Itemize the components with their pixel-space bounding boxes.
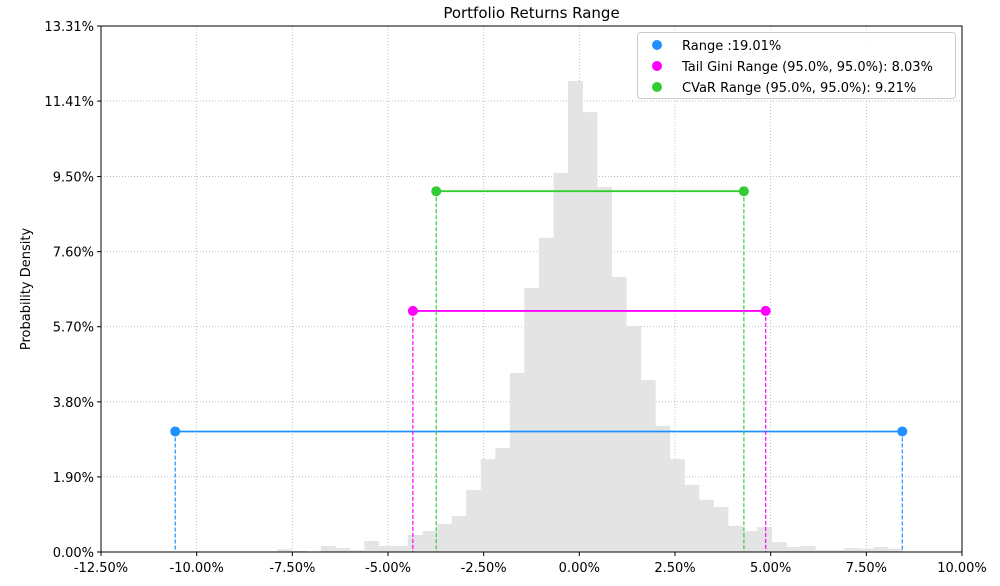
- histogram-bar: [786, 546, 802, 552]
- x-tick-label: 0.00%: [559, 561, 600, 576]
- x-tick-label: -12.50%: [74, 561, 128, 576]
- histogram-bar: [728, 525, 743, 552]
- y-axis-label: Probability Density: [19, 228, 34, 351]
- y-tick-label: 9.50%: [53, 171, 94, 186]
- x-tick-label: 5.00%: [750, 561, 791, 576]
- histogram-bar: [771, 542, 787, 552]
- y-tick-label: 13.31%: [44, 20, 94, 35]
- chart-title: Portfolio Returns Range: [443, 4, 619, 22]
- x-tick-label: -2.50%: [461, 561, 507, 576]
- range-endpoint: [897, 426, 908, 437]
- histogram-bar: [888, 548, 903, 552]
- histogram-bar: [684, 484, 700, 552]
- histogram-bar: [320, 546, 336, 552]
- histogram-bar: [349, 550, 365, 552]
- legend: Range :19.01% Tail Gini Range (95.0%, 95.…: [637, 32, 956, 99]
- histogram-bar: [378, 546, 394, 552]
- legend-frame: [637, 32, 956, 99]
- histogram-bar: [364, 540, 380, 552]
- y-tick-label: 3.80%: [53, 396, 94, 411]
- legend-marker: [652, 82, 662, 92]
- histogram-bar: [829, 550, 845, 552]
- histogram-bar: [538, 237, 554, 552]
- histogram-bar: [655, 425, 671, 552]
- histogram-bar: [480, 459, 496, 552]
- histogram-bar: [291, 550, 307, 552]
- histogram-bar: [873, 546, 889, 552]
- histogram-bar: [408, 535, 423, 552]
- histogram-bar: [626, 325, 642, 552]
- histogram-bar: [568, 80, 583, 552]
- legend-label: Tail Gini Range (95.0%, 95.0%): 8.03%: [681, 60, 933, 75]
- x-tick-label: -5.00%: [365, 561, 411, 576]
- histogram-bar: [742, 531, 758, 552]
- y-tick-label: 0.00%: [53, 546, 94, 561]
- x-tick-label: 10.00%: [937, 561, 987, 576]
- histogram-bar: [393, 546, 409, 552]
- histogram-bar: [524, 288, 540, 552]
- histogram-bar: [859, 548, 874, 552]
- range-endpoint: [760, 305, 771, 316]
- histogram-bar: [611, 276, 627, 552]
- x-tick-label: 2.50%: [654, 561, 695, 576]
- histogram-bar: [597, 186, 613, 553]
- histogram-bar: [277, 549, 292, 552]
- legend-marker: [652, 61, 662, 71]
- histogram-bar: [800, 546, 816, 552]
- y-tick-label: 7.60%: [53, 246, 94, 261]
- x-tick-label: -10.00%: [170, 561, 224, 576]
- histogram-bar: [669, 459, 685, 552]
- range-endpoint: [431, 186, 442, 197]
- plot-frame: [100, 25, 963, 553]
- y-tick-label: 1.90%: [53, 471, 94, 486]
- histogram-bar: [640, 380, 656, 552]
- range-endpoint: [407, 305, 418, 316]
- histogram-bar: [815, 550, 831, 552]
- histogram-bar: [582, 112, 598, 552]
- histogram-bar: [437, 523, 452, 552]
- y-tick-label: 5.70%: [53, 321, 94, 336]
- histogram-bar: [509, 372, 525, 552]
- histogram-bar: [451, 516, 467, 552]
- legend-marker: [652, 40, 662, 50]
- range-endpoint: [738, 186, 749, 197]
- x-tick-label: 7.50%: [846, 561, 887, 576]
- legend-label: Range :19.01%: [682, 39, 781, 54]
- legend-label: CVaR Range (95.0%, 95.0%): 9.21%: [682, 81, 916, 96]
- histogram-bar: [713, 506, 729, 552]
- histogram-bar: [844, 548, 860, 552]
- y-tick-label: 11.41%: [44, 95, 94, 110]
- histogram-bar: [466, 489, 482, 552]
- histogram-bar: [757, 527, 773, 552]
- histogram-bar: [495, 448, 511, 552]
- histogram-bar: [699, 499, 714, 552]
- range-endpoint: [170, 426, 181, 437]
- x-tick-label: -7.50%: [269, 561, 315, 576]
- histogram-bar: [422, 531, 438, 552]
- histogram-bar: [335, 548, 351, 552]
- histogram-bar: [553, 173, 569, 552]
